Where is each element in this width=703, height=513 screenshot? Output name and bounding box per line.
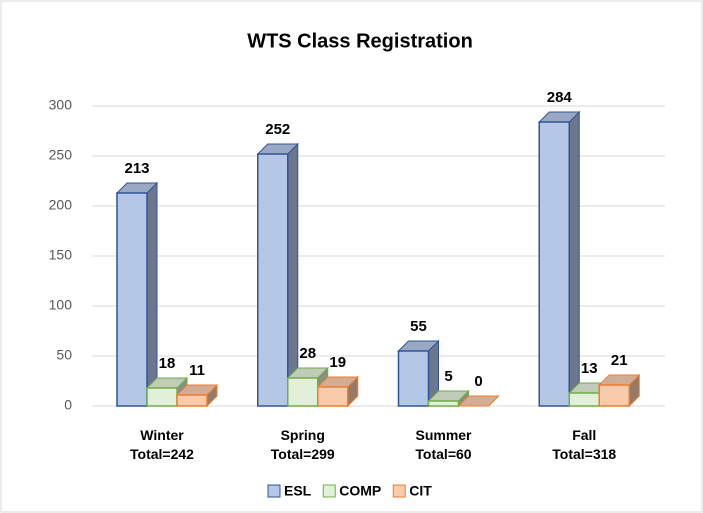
y-tick-label: 200 — [49, 197, 73, 213]
bar-front — [427, 400, 460, 407]
data-label: 28 — [299, 345, 316, 362]
bar — [115, 181, 159, 408]
legend-swatch — [267, 484, 281, 498]
y-tick-label: 0 — [64, 397, 72, 413]
bar — [175, 383, 219, 408]
bar-front — [257, 153, 289, 407]
bar-front — [397, 350, 430, 407]
y-tick-label: 50 — [56, 347, 72, 363]
bar-front — [317, 386, 349, 407]
bar-side — [287, 142, 299, 408]
x-tick-label: Winter Total=242 — [130, 427, 194, 462]
data-label: 18 — [159, 355, 176, 372]
legend-label: CIT — [409, 483, 432, 499]
bar — [397, 339, 440, 408]
data-label: 13 — [581, 360, 598, 377]
bar — [598, 373, 641, 408]
y-tick-label: 250 — [49, 147, 73, 163]
data-label: 55 — [410, 318, 427, 335]
bar-front — [287, 377, 319, 407]
bar-front — [116, 192, 148, 407]
y-tick-label: 100 — [49, 297, 73, 313]
bar — [427, 389, 470, 408]
bar-top — [457, 395, 500, 407]
data-label: 252 — [265, 121, 290, 138]
data-label: 0 — [474, 373, 482, 390]
bar-front — [598, 384, 630, 407]
x-tick-label: Summer Total=60 — [415, 427, 472, 462]
bar-front — [568, 392, 600, 407]
chart-title: WTS Class Registration — [247, 30, 473, 52]
data-label: 11 — [189, 362, 205, 379]
data-label: 213 — [124, 160, 149, 177]
y-tick-label: 150 — [49, 247, 73, 263]
bar — [256, 142, 299, 408]
data-label: 21 — [611, 352, 628, 369]
bar-side — [568, 110, 580, 408]
bar — [538, 110, 581, 408]
data-label: 19 — [329, 354, 346, 371]
x-tick-label: Fall Total=318 — [552, 427, 616, 462]
legend-label: ESL — [284, 483, 312, 499]
bar-front — [176, 394, 208, 407]
bar-side — [146, 181, 158, 408]
legend-label: COMP — [339, 483, 381, 499]
data-label: 5 — [444, 368, 452, 385]
legend-swatch — [392, 484, 406, 498]
legend-swatch — [322, 484, 336, 498]
y-tick-label: 300 — [49, 97, 73, 113]
x-tick-label: Spring Total=299 — [271, 427, 335, 462]
bar — [316, 375, 359, 408]
data-label: 284 — [547, 89, 573, 106]
bar-front — [538, 121, 570, 407]
bar-front — [146, 387, 178, 407]
bar — [457, 395, 500, 407]
